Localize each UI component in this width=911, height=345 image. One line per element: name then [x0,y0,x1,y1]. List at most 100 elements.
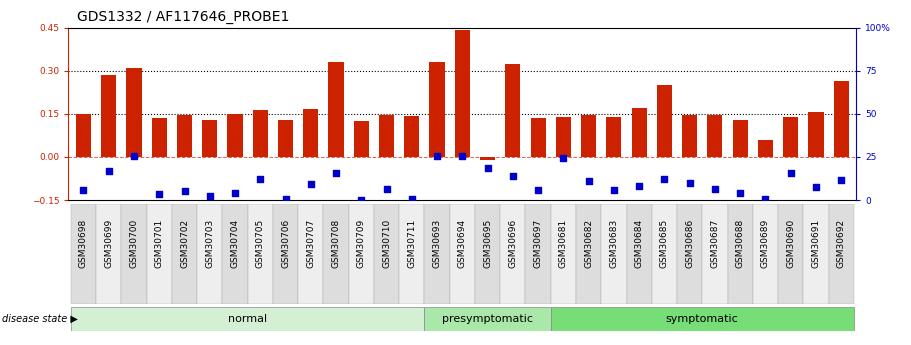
Bar [399,204,425,304]
Point [607,187,621,193]
Bar [804,204,829,304]
Bar [177,115,192,157]
Bar [323,204,349,304]
Text: GSM30706: GSM30706 [281,219,290,268]
Point [531,187,546,193]
Text: GSM30710: GSM30710 [382,219,391,268]
Text: normal: normal [228,314,267,324]
Point [657,176,671,181]
Point [732,190,747,196]
Point [506,173,520,178]
Bar [607,117,621,157]
Bar [526,204,551,304]
Text: GSM30711: GSM30711 [407,219,416,268]
Point [455,154,469,159]
Point [783,170,798,176]
Text: GSM30698: GSM30698 [79,219,88,268]
Bar [657,85,672,157]
Text: symptomatic: symptomatic [666,314,739,324]
Bar [707,115,722,157]
Point [152,191,167,197]
Text: GSM30697: GSM30697 [534,219,543,268]
Text: GSM30682: GSM30682 [584,219,593,268]
Bar [829,204,854,304]
Bar [303,109,318,157]
Bar [71,204,96,304]
Point [480,166,495,171]
Text: GSM30685: GSM30685 [660,219,669,268]
Bar [121,204,147,304]
Bar [101,75,117,157]
Point [430,153,445,158]
Bar [228,114,242,157]
Text: GSM30701: GSM30701 [155,219,164,268]
Bar [556,117,571,157]
Bar [76,115,91,157]
Text: GSM30690: GSM30690 [786,219,795,268]
Bar [96,204,121,304]
Text: GSM30699: GSM30699 [104,219,113,268]
Bar [732,120,748,157]
Bar [374,204,399,304]
Text: GSM30683: GSM30683 [609,219,619,268]
Bar [783,117,798,157]
Bar [202,120,218,157]
Bar [172,204,197,304]
Text: GSM30687: GSM30687 [711,219,720,268]
Point [354,197,369,203]
Text: GSM30709: GSM30709 [357,219,366,268]
Bar [752,204,778,304]
Text: GSM30702: GSM30702 [180,219,189,268]
Bar [222,204,248,304]
Bar [273,204,298,304]
Text: GSM30708: GSM30708 [332,219,341,268]
Point [77,187,91,193]
Bar [702,204,728,304]
Bar [682,115,697,157]
Point [303,181,318,187]
Bar [425,307,551,331]
Point [101,169,116,174]
Bar [728,204,752,304]
Bar [778,204,804,304]
Point [581,179,596,184]
Bar [455,30,470,157]
Point [253,176,268,181]
Text: GSM30694: GSM30694 [458,219,466,268]
Point [632,183,647,188]
Text: GSM30696: GSM30696 [508,219,517,268]
Point [556,156,570,161]
Text: GSM30695: GSM30695 [483,219,492,268]
Bar [581,115,596,157]
Bar [298,204,323,304]
Bar [627,204,651,304]
Bar [506,63,520,157]
Point [202,193,217,199]
Bar [450,204,475,304]
Bar [151,118,167,157]
Point [178,189,192,194]
Bar [248,204,273,304]
Bar [551,204,576,304]
Bar [379,115,394,157]
Text: GSM30688: GSM30688 [736,219,744,268]
Point [834,177,848,183]
Bar [758,140,773,157]
Bar [127,68,141,157]
Bar [329,62,343,157]
Bar [500,204,526,304]
Text: disease state ▶: disease state ▶ [2,314,77,324]
Point [329,170,343,176]
Bar [677,204,702,304]
Text: GSM30703: GSM30703 [205,219,214,268]
Point [708,186,722,191]
Bar [349,204,374,304]
Bar [651,204,677,304]
Point [278,196,292,201]
Text: GSM30686: GSM30686 [685,219,694,268]
Bar [631,108,647,157]
Text: GSM30684: GSM30684 [635,219,644,268]
Bar [475,204,500,304]
Text: GDS1332 / AF117646_PROBE1: GDS1332 / AF117646_PROBE1 [77,10,290,24]
Bar [530,118,546,157]
